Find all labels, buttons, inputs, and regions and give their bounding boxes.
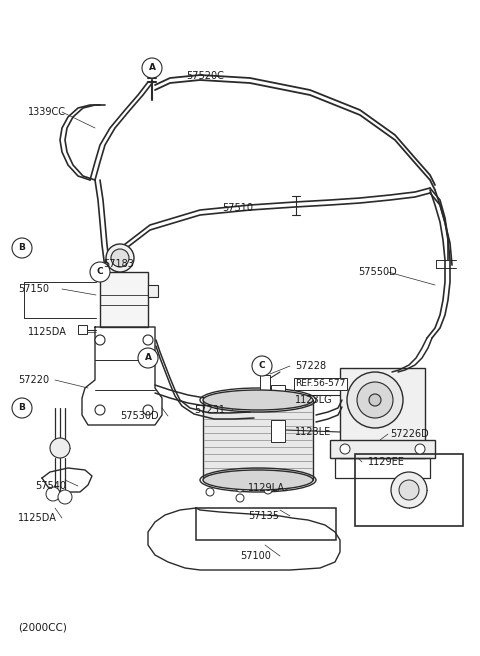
Bar [330, 440, 435, 458]
Text: (2000CC): (2000CC) [18, 623, 67, 633]
Text: 57220: 57220 [18, 375, 49, 385]
Ellipse shape [203, 390, 313, 410]
Circle shape [143, 335, 153, 345]
Circle shape [95, 335, 105, 345]
Bar [355, 454, 463, 526]
Circle shape [12, 398, 32, 418]
Circle shape [142, 58, 162, 78]
Bar [271, 420, 285, 442]
Text: 57540: 57540 [35, 481, 66, 491]
Bar [148, 285, 158, 297]
Text: C: C [96, 268, 103, 276]
Text: B: B [19, 243, 25, 253]
Circle shape [347, 372, 403, 428]
Circle shape [95, 405, 105, 415]
Text: REF.56-577: REF.56-577 [295, 380, 346, 388]
Text: 57530D: 57530D [120, 411, 158, 421]
Circle shape [46, 487, 60, 501]
Text: 57100: 57100 [240, 551, 271, 561]
Circle shape [236, 494, 244, 502]
Circle shape [236, 484, 244, 492]
Text: 57150: 57150 [18, 284, 49, 294]
Text: 1123LE: 1123LE [295, 427, 331, 437]
Text: A: A [148, 64, 156, 73]
Text: B: B [19, 403, 25, 413]
Text: 57231: 57231 [194, 405, 225, 415]
Text: 57550D: 57550D [358, 267, 397, 277]
Text: 1129EE: 1129EE [368, 457, 405, 467]
Circle shape [143, 405, 153, 415]
Text: 57226D: 57226D [390, 429, 429, 439]
Ellipse shape [203, 470, 313, 490]
Circle shape [252, 356, 272, 376]
Bar [100, 272, 148, 327]
Circle shape [415, 444, 425, 454]
Circle shape [111, 249, 129, 267]
Circle shape [58, 490, 72, 504]
Text: 57510: 57510 [222, 203, 253, 213]
Bar [271, 385, 285, 407]
Circle shape [369, 394, 381, 406]
Bar [260, 375, 270, 393]
Text: 57520C: 57520C [186, 71, 224, 81]
Text: A: A [144, 354, 152, 363]
Circle shape [12, 238, 32, 258]
Text: 57135: 57135 [248, 511, 279, 521]
Circle shape [340, 444, 350, 454]
Circle shape [50, 438, 70, 458]
Circle shape [391, 472, 427, 508]
Circle shape [399, 480, 419, 500]
Text: 1123LG: 1123LG [295, 395, 333, 405]
Text: 1339CC: 1339CC [28, 107, 66, 117]
Circle shape [106, 244, 134, 272]
Bar [196, 508, 336, 540]
Text: 1129LA: 1129LA [248, 483, 285, 493]
Text: 1125DA: 1125DA [28, 327, 67, 337]
Bar [340, 368, 425, 458]
Text: C: C [259, 361, 265, 371]
Bar [335, 458, 430, 478]
Text: 57228: 57228 [295, 361, 326, 371]
Circle shape [264, 486, 272, 494]
Circle shape [206, 488, 214, 496]
Circle shape [90, 262, 110, 282]
Text: 57183: 57183 [103, 259, 134, 269]
Circle shape [357, 382, 393, 418]
Bar [203, 400, 313, 480]
Circle shape [138, 348, 158, 368]
Text: 1125DA: 1125DA [18, 513, 57, 523]
Bar [78, 325, 87, 334]
